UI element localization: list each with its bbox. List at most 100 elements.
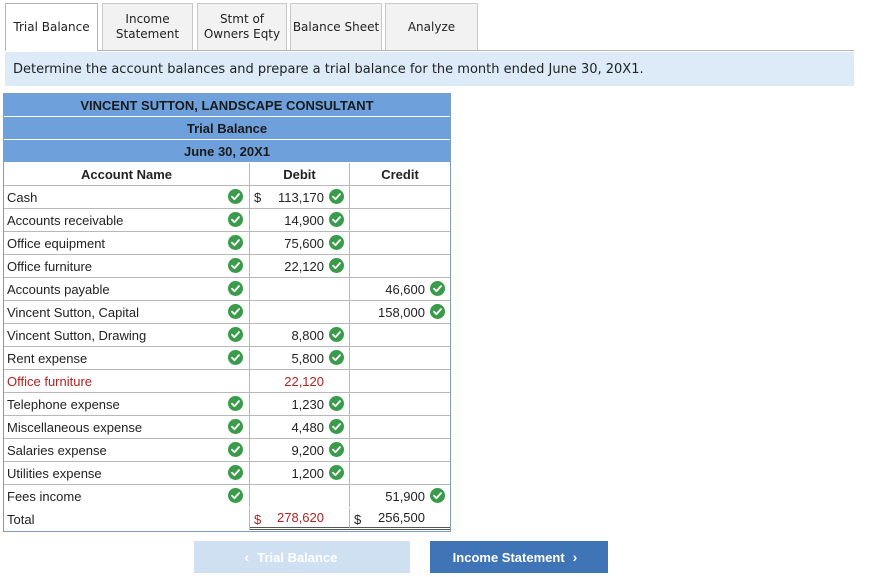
total-row: Total $ 278,620 $ 256,500 — [4, 508, 450, 531]
check-icon — [228, 419, 243, 434]
credit-value: 46,600 — [385, 281, 425, 297]
check-icon — [228, 488, 243, 503]
check-icon — [228, 281, 243, 296]
debit-field[interactable] — [250, 301, 350, 323]
credit-value: 158,000 — [378, 304, 425, 320]
debit-field[interactable]: 9,200 — [250, 439, 350, 461]
table-row: Office furniture 22,120 — [4, 370, 450, 393]
instruction-banner: Determine the account balances and prepa… — [5, 52, 854, 86]
debit-value: 8,800 — [291, 327, 324, 343]
debit-value: 4,480 — [291, 419, 324, 435]
credit-field[interactable] — [350, 462, 450, 484]
debit-field[interactable]: 75,600 — [250, 232, 350, 254]
table-row: Vincent Sutton, Capital 158,000 — [4, 301, 450, 324]
next-income-statement-button[interactable]: Income Statement › — [430, 541, 608, 573]
table-row: Office furniture 22,120 — [4, 255, 450, 278]
debit-field[interactable]: 8,800 — [250, 324, 350, 346]
prev-trial-balance-button[interactable]: ‹ Trial Balance — [194, 541, 410, 573]
total-label: Total — [4, 508, 250, 530]
credit-header: Credit — [381, 166, 419, 182]
credit-field[interactable] — [350, 232, 450, 254]
total-credit-field[interactable]: $ 256,500 — [350, 508, 450, 530]
credit-field[interactable] — [350, 209, 450, 231]
check-icon — [228, 212, 243, 227]
account-name-field[interactable]: Rent expense — [4, 347, 250, 369]
check-icon — [329, 235, 344, 250]
tab-stmt-owners-eqty[interactable]: Stmt of Owners Eqty — [197, 3, 287, 50]
debit-field[interactable]: 4,480 — [250, 416, 350, 438]
check-icon — [329, 419, 344, 434]
debit-field[interactable] — [250, 485, 350, 507]
debit-value: 1,230 — [291, 396, 324, 412]
tab-trial-balance[interactable]: Trial Balance — [5, 3, 98, 51]
credit-field[interactable] — [350, 439, 450, 461]
account-name-field[interactable]: Cash — [4, 186, 250, 208]
account-name-text: Salaries expense — [7, 442, 107, 458]
table-row: Miscellaneous expense 4,480 — [4, 416, 450, 439]
credit-field[interactable] — [350, 255, 450, 277]
table-row: Accounts payable 46,600 — [4, 278, 450, 301]
account-name-text: Accounts receivable — [7, 212, 124, 228]
table-row: Office equipment 75,600 — [4, 232, 450, 255]
credit-field[interactable] — [350, 186, 450, 208]
account-name-field[interactable]: Salaries expense — [4, 439, 250, 461]
account-name-field[interactable]: Miscellaneous expense — [4, 416, 250, 438]
account-name-text: Fees income — [7, 488, 82, 504]
account-name-field[interactable]: Fees income — [4, 485, 250, 507]
debit-value: 9,200 — [291, 442, 324, 458]
debit-field[interactable]: 5,800 — [250, 347, 350, 369]
credit-value: 51,900 — [385, 488, 425, 504]
account-name-text: Miscellaneous expense — [7, 419, 143, 435]
tab-analyze[interactable]: Analyze — [385, 3, 478, 50]
account-name-field[interactable]: Vincent Sutton, Drawing — [4, 324, 250, 346]
debit-field[interactable]: 1,200 — [250, 462, 350, 484]
check-icon — [228, 396, 243, 411]
check-icon — [329, 396, 344, 411]
account-name-field[interactable]: Vincent Sutton, Capital — [4, 301, 250, 323]
debit-field[interactable] — [250, 278, 350, 300]
debit-value: 22,120 — [284, 373, 324, 389]
account-name-text: Cash — [7, 189, 38, 205]
next-button-label: Income Statement — [452, 549, 565, 565]
debit-field[interactable]: $113,170 — [250, 186, 350, 208]
debit-field[interactable]: 14,900 — [250, 209, 350, 231]
account-name-field[interactable]: Telephone expense — [4, 393, 250, 415]
account-name-field[interactable]: Office furniture — [4, 370, 250, 392]
dollar-sign: $ — [354, 512, 362, 527]
credit-field[interactable]: 46,600 — [350, 278, 450, 300]
dollar-sign: $ — [254, 512, 262, 527]
check-icon — [329, 327, 344, 342]
account-name-field[interactable]: Office equipment — [4, 232, 250, 254]
account-name-field[interactable]: Utilities expense — [4, 462, 250, 484]
table-row: Utilities expense 1,200 — [4, 462, 450, 485]
account-name-field[interactable]: Accounts receivable — [4, 209, 250, 231]
credit-field[interactable]: 158,000 — [350, 301, 450, 323]
credit-field[interactable] — [350, 324, 450, 346]
debit-field[interactable]: 22,120 — [250, 255, 350, 277]
account-name-field[interactable]: Accounts payable — [4, 278, 250, 300]
check-icon — [228, 304, 243, 319]
check-icon — [228, 235, 243, 250]
account-name-text: Office equipment — [7, 235, 106, 251]
account-name-field[interactable]: Office furniture — [4, 255, 250, 277]
credit-field[interactable] — [350, 416, 450, 438]
check-icon — [329, 350, 344, 365]
total-debit-field[interactable]: $ 278,620 — [250, 508, 350, 530]
debit-field[interactable]: 1,230 — [250, 393, 350, 415]
credit-field[interactable] — [350, 370, 450, 392]
account-name-text: Telephone expense — [7, 396, 120, 412]
debit-field[interactable]: 22,120 — [250, 370, 350, 392]
credit-field[interactable]: 51,900 — [350, 485, 450, 507]
check-icon — [228, 350, 243, 365]
account-name-text: Utilities expense — [7, 465, 102, 481]
check-icon — [228, 327, 243, 342]
credit-field[interactable] — [350, 393, 450, 415]
tab-balance-sheet[interactable]: Balance Sheet — [290, 3, 382, 50]
tab-divider — [97, 50, 854, 51]
dollar-sign: $ — [254, 190, 262, 205]
debit-value: 1,200 — [291, 465, 324, 481]
credit-field[interactable] — [350, 347, 450, 369]
account-name-header: Account Name — [4, 163, 250, 185]
tab-income-statement[interactable]: Income Statement — [102, 3, 193, 50]
account-name-text: Rent expense — [7, 350, 88, 366]
